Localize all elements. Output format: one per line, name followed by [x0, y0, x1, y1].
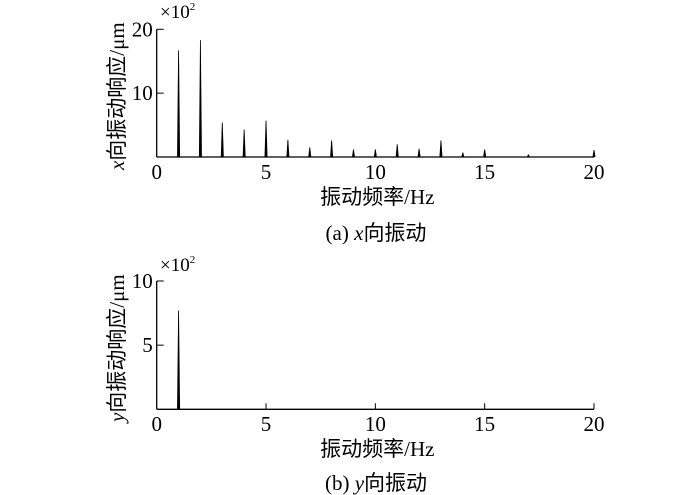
spectrum-peak [351, 149, 355, 157]
x-tick-label: 0 [151, 160, 162, 184]
x-axis-label: 振动频率/Hz [320, 437, 434, 461]
caption-prefix: (a) [326, 221, 355, 245]
caption-prefix: (b) [325, 471, 355, 495]
y-multiplier: ×102 [160, 1, 195, 23]
spectrum-peak [242, 129, 246, 157]
y-tick-label: 5 [142, 333, 153, 357]
y-axis-label-var: y [105, 412, 129, 424]
panel-caption: (b) y向振动 [325, 471, 427, 495]
caption-var: y [353, 471, 365, 495]
spectrum-peak [461, 152, 465, 157]
y-multiplier-base: ×10 [160, 2, 190, 23]
x-tick-label: 20 [584, 412, 605, 436]
spectrum-peak [395, 144, 399, 157]
y-multiplier-base: ×10 [160, 255, 190, 276]
x-tick-label: 15 [474, 412, 495, 436]
x-axis-label: 振动频率/Hz [320, 185, 434, 209]
spectrum-peak [177, 50, 181, 157]
y-tick-label: 10 [132, 81, 153, 105]
spectrum-peak [526, 154, 530, 157]
x-tick-label: 10 [365, 412, 386, 436]
y-multiplier: ×102 [160, 254, 195, 276]
spectrum-peak [439, 140, 443, 157]
spectrum-peak [177, 310, 181, 410]
spectrum-peak [220, 122, 224, 157]
spectrum-peak [198, 40, 202, 158]
x-tick-label: 5 [261, 160, 272, 184]
x-tick-label: 15 [474, 160, 495, 184]
y-axis-label-text: 向振动响应/μm [105, 274, 129, 412]
x-tick-label: 5 [261, 412, 272, 436]
caption-suffix: 向振动 [363, 221, 426, 245]
y-multiplier-exponent: 2 [190, 1, 196, 13]
x-tick-label: 10 [365, 160, 386, 184]
spectrum-peak [264, 120, 268, 157]
caption-suffix: 向振动 [364, 471, 427, 495]
spectrum-peak [592, 149, 596, 157]
y-axis-label: y向振动响应/μm [105, 274, 129, 424]
spectrum-peak [330, 140, 334, 157]
caption-var: x [353, 221, 364, 245]
y-tick-label: 10 [132, 269, 153, 293]
y-axis-label-var: x [105, 160, 129, 171]
x-tick-label: 20 [584, 160, 605, 184]
spectrum-peak [417, 148, 421, 157]
y-tick-label: 20 [132, 17, 153, 41]
y-axis-label: x向振动响应/μm [105, 22, 129, 171]
panel-caption: (a) x向振动 [326, 221, 427, 245]
spectrum-peak [483, 149, 487, 157]
spectrum-peak [373, 149, 377, 157]
spectrum-peak [308, 147, 312, 157]
y-axis-label-text: 向振动响应/μm [105, 22, 129, 160]
x-tick-label: 0 [151, 412, 162, 436]
y-multiplier-exponent: 2 [190, 254, 196, 266]
spectrum-peak [286, 139, 290, 157]
